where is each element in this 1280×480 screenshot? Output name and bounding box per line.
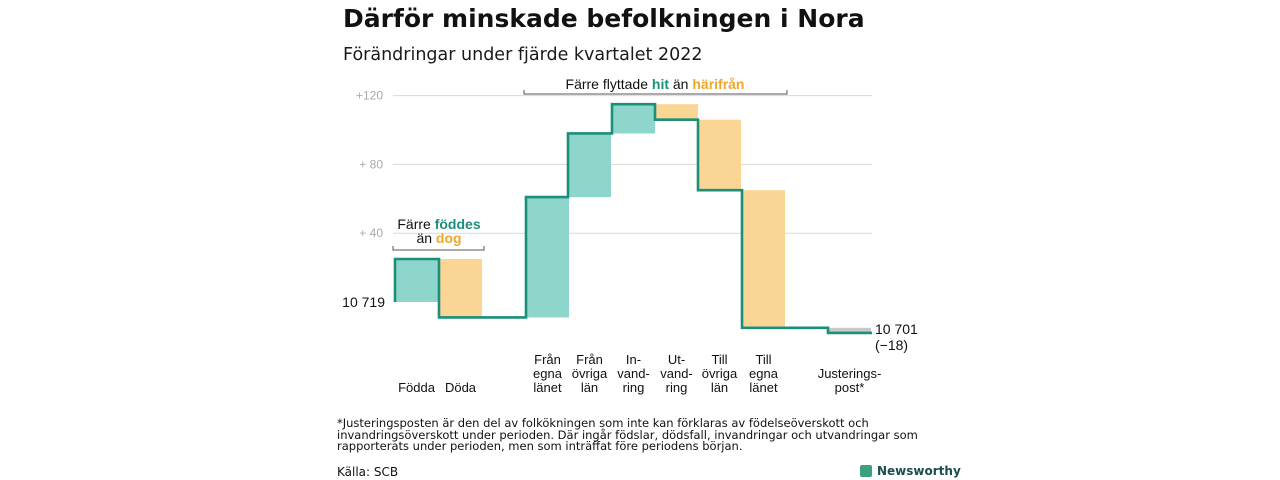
category-label: In-vand-ring <box>617 352 650 395</box>
waterfall-bar <box>439 259 482 318</box>
category-label: Till egna länet <box>749 352 779 395</box>
y-tick-label: + 80 <box>359 157 383 171</box>
waterfall-bar <box>612 104 655 134</box>
waterfall-bar <box>828 327 871 333</box>
end-change-label: (−18) <box>875 337 908 353</box>
footnote: *Justeringsposten är den del av folkökni… <box>337 416 918 453</box>
brand: Newsworthy <box>860 464 961 478</box>
category-label: Justerings-post* <box>818 366 882 395</box>
waterfall-bar <box>526 197 569 318</box>
waterfall-bar <box>395 259 438 302</box>
end-value-label: 10 701 <box>875 321 918 337</box>
source-label: Källa: SCB <box>337 465 399 479</box>
category-label: Från egna länet <box>533 352 563 395</box>
chart-title: Därför minskade befolkningen i Nora <box>343 4 865 33</box>
y-tick-label: +120 <box>356 89 383 103</box>
category-label: Ut-vand-ring <box>660 352 693 395</box>
category-label: Till övriga län <box>702 352 738 395</box>
waterfall-bar <box>655 104 698 120</box>
migration-bracket <box>523 90 788 95</box>
births-annotation-line1: Färre föddes <box>397 216 480 232</box>
y-tick-label: + 40 <box>359 226 383 240</box>
waterfall-bar <box>568 133 611 198</box>
start-value-label: 10 719 <box>342 294 385 310</box>
category-label: Döda <box>445 380 477 395</box>
category-label: Från övriga län <box>572 352 608 395</box>
chart-subtitle: Förändringar under fjärde kvartalet 2022 <box>343 45 703 65</box>
waterfall-chart: + 40 + 80 +120 10 719 10 701(−18) Födda Döda F… <box>342 76 918 395</box>
births-annotation-line2: än dog <box>416 230 461 246</box>
births-bracket <box>392 246 485 251</box>
waterfall-bar <box>698 119 741 191</box>
running-total-line <box>393 102 872 335</box>
brand-name: Newsworthy <box>877 464 961 478</box>
waterfall-bar <box>742 190 785 328</box>
category-label: Födda <box>398 380 436 395</box>
migration-annotation: Färre flyttade hit än härifrån <box>566 76 745 92</box>
newsworthy-logo-icon <box>860 465 872 477</box>
